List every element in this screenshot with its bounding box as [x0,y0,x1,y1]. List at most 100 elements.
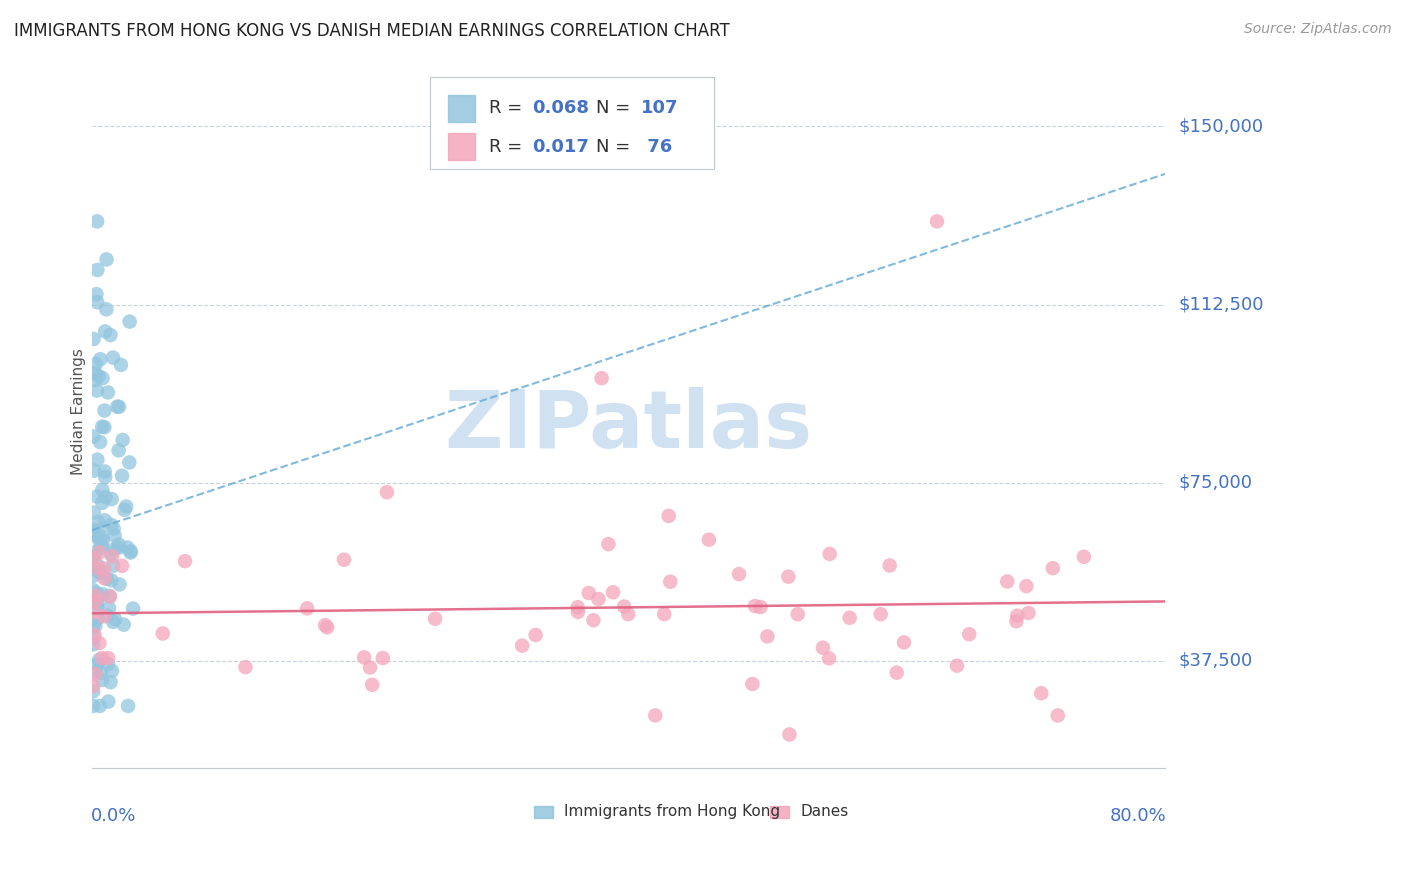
Point [87,653,110,667]
Point [84,545,107,559]
Point [995,574,1018,589]
Text: 0.068: 0.068 [531,99,589,117]
Point [112,617,135,632]
Point [314,618,336,632]
Point [122,601,145,615]
Point [744,599,766,613]
Point [93,571,115,585]
Point [946,658,969,673]
Text: Immigrants from Hong Kong: Immigrants from Hong Kong [564,805,780,820]
Point [82,637,104,651]
Point [107,443,129,458]
Point [697,533,720,547]
Point [728,567,751,582]
Point [87,515,110,529]
Point [741,677,763,691]
Point [83,630,105,644]
Point [98,601,121,615]
Point [659,574,682,589]
Text: 80.0%: 80.0% [1109,807,1166,825]
Point [82,527,104,541]
Point [111,468,134,483]
Point [86,597,108,611]
Point [100,547,122,561]
Text: $150,000: $150,000 [1180,118,1264,136]
Point [120,544,142,558]
Point [1042,561,1064,575]
Point [84,373,107,387]
Point [93,465,115,479]
Point [1046,708,1069,723]
Point [886,665,908,680]
Point [652,607,675,621]
Point [87,566,110,580]
Point [104,612,127,626]
Point [89,545,111,559]
Point [152,626,174,640]
Point [82,561,104,575]
Point [101,664,124,678]
Point [89,636,111,650]
Point [82,525,104,540]
Point [786,607,808,621]
Point [295,601,318,615]
Point [91,371,114,385]
Bar [770,806,789,818]
Point [101,549,124,564]
Point [87,558,110,573]
Bar [449,133,475,161]
Point [96,302,118,317]
Point [90,540,112,554]
Point [108,400,131,414]
Point [82,429,104,443]
Point [120,545,142,559]
FancyBboxPatch shape [430,77,714,169]
Point [83,605,105,619]
Point [83,332,105,346]
Point [86,561,108,575]
Point [97,695,120,709]
Point [91,587,114,601]
Point [82,698,104,713]
Point [84,589,107,603]
Point [87,368,110,383]
Point [371,651,394,665]
Point [353,650,375,665]
Point [524,628,547,642]
Text: ZIPatlas: ZIPatlas [444,386,813,465]
Point [86,452,108,467]
Point [644,708,666,723]
Point [869,607,891,622]
Point [93,403,115,417]
Point [84,593,107,607]
Point [100,518,122,533]
Point [93,561,115,575]
Point [582,613,605,627]
Point [316,620,339,634]
Point [818,547,841,561]
Point [567,605,589,619]
Point [111,558,134,573]
Point [118,315,141,329]
Text: R =: R = [489,99,527,117]
Point [89,564,111,578]
Point [84,619,107,633]
Point [86,295,108,310]
Text: 0.017: 0.017 [531,137,589,156]
Point [117,698,139,713]
Point [925,214,948,228]
Point [91,483,114,497]
Text: 107: 107 [641,99,679,117]
Point [103,542,125,557]
Point [756,629,779,643]
Point [96,252,118,267]
Point [1017,606,1039,620]
Point [91,533,114,548]
Point [359,660,381,674]
Point [82,679,104,693]
Point [86,490,108,504]
Point [93,609,115,624]
Point [83,464,105,478]
Point [115,500,138,514]
Point [82,684,104,698]
